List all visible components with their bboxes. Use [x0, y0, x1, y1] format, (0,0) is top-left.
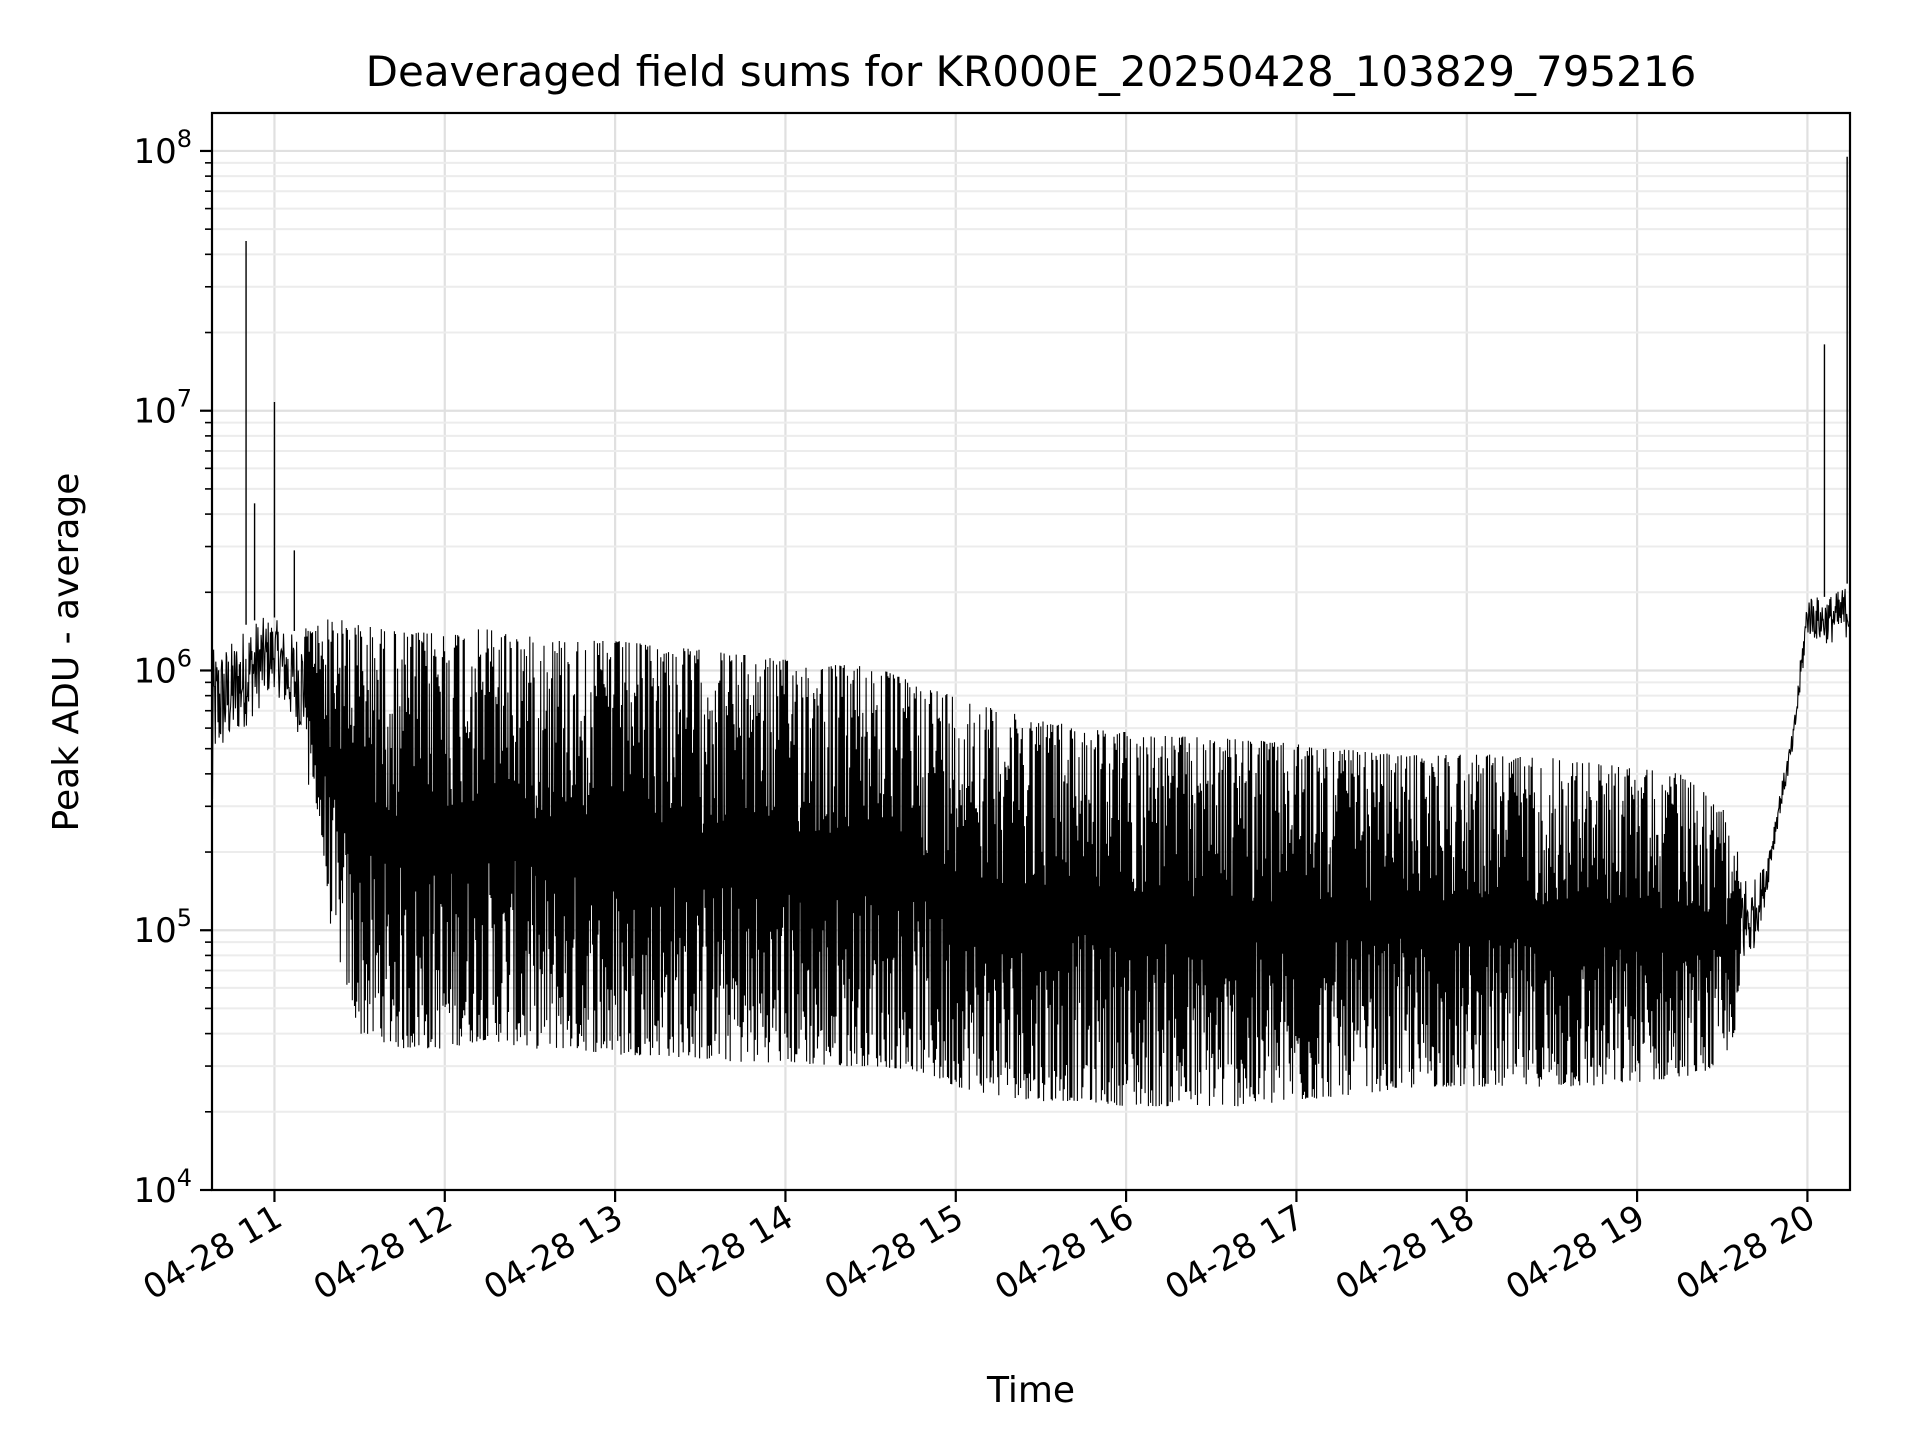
- y-tick-label: 106: [133, 644, 192, 691]
- plot-frame: [210, 111, 1852, 1192]
- plot-area: [211, 156, 1851, 1107]
- y-tick-label: 107: [133, 385, 192, 432]
- y-tick-label: 108: [133, 125, 192, 172]
- y-axis: 104 105 106 107 108: [133, 125, 212, 1211]
- y-tick-label: 104: [133, 1164, 192, 1211]
- y-axis-label: Peak ADU - average: [46, 473, 87, 832]
- chart-title: Deaveraged field sums for KR000E_2025042…: [366, 47, 1697, 96]
- series-line: [211, 588, 1851, 1107]
- y-tick-label: 105: [133, 904, 192, 951]
- x-axis-label: Time: [986, 1370, 1075, 1411]
